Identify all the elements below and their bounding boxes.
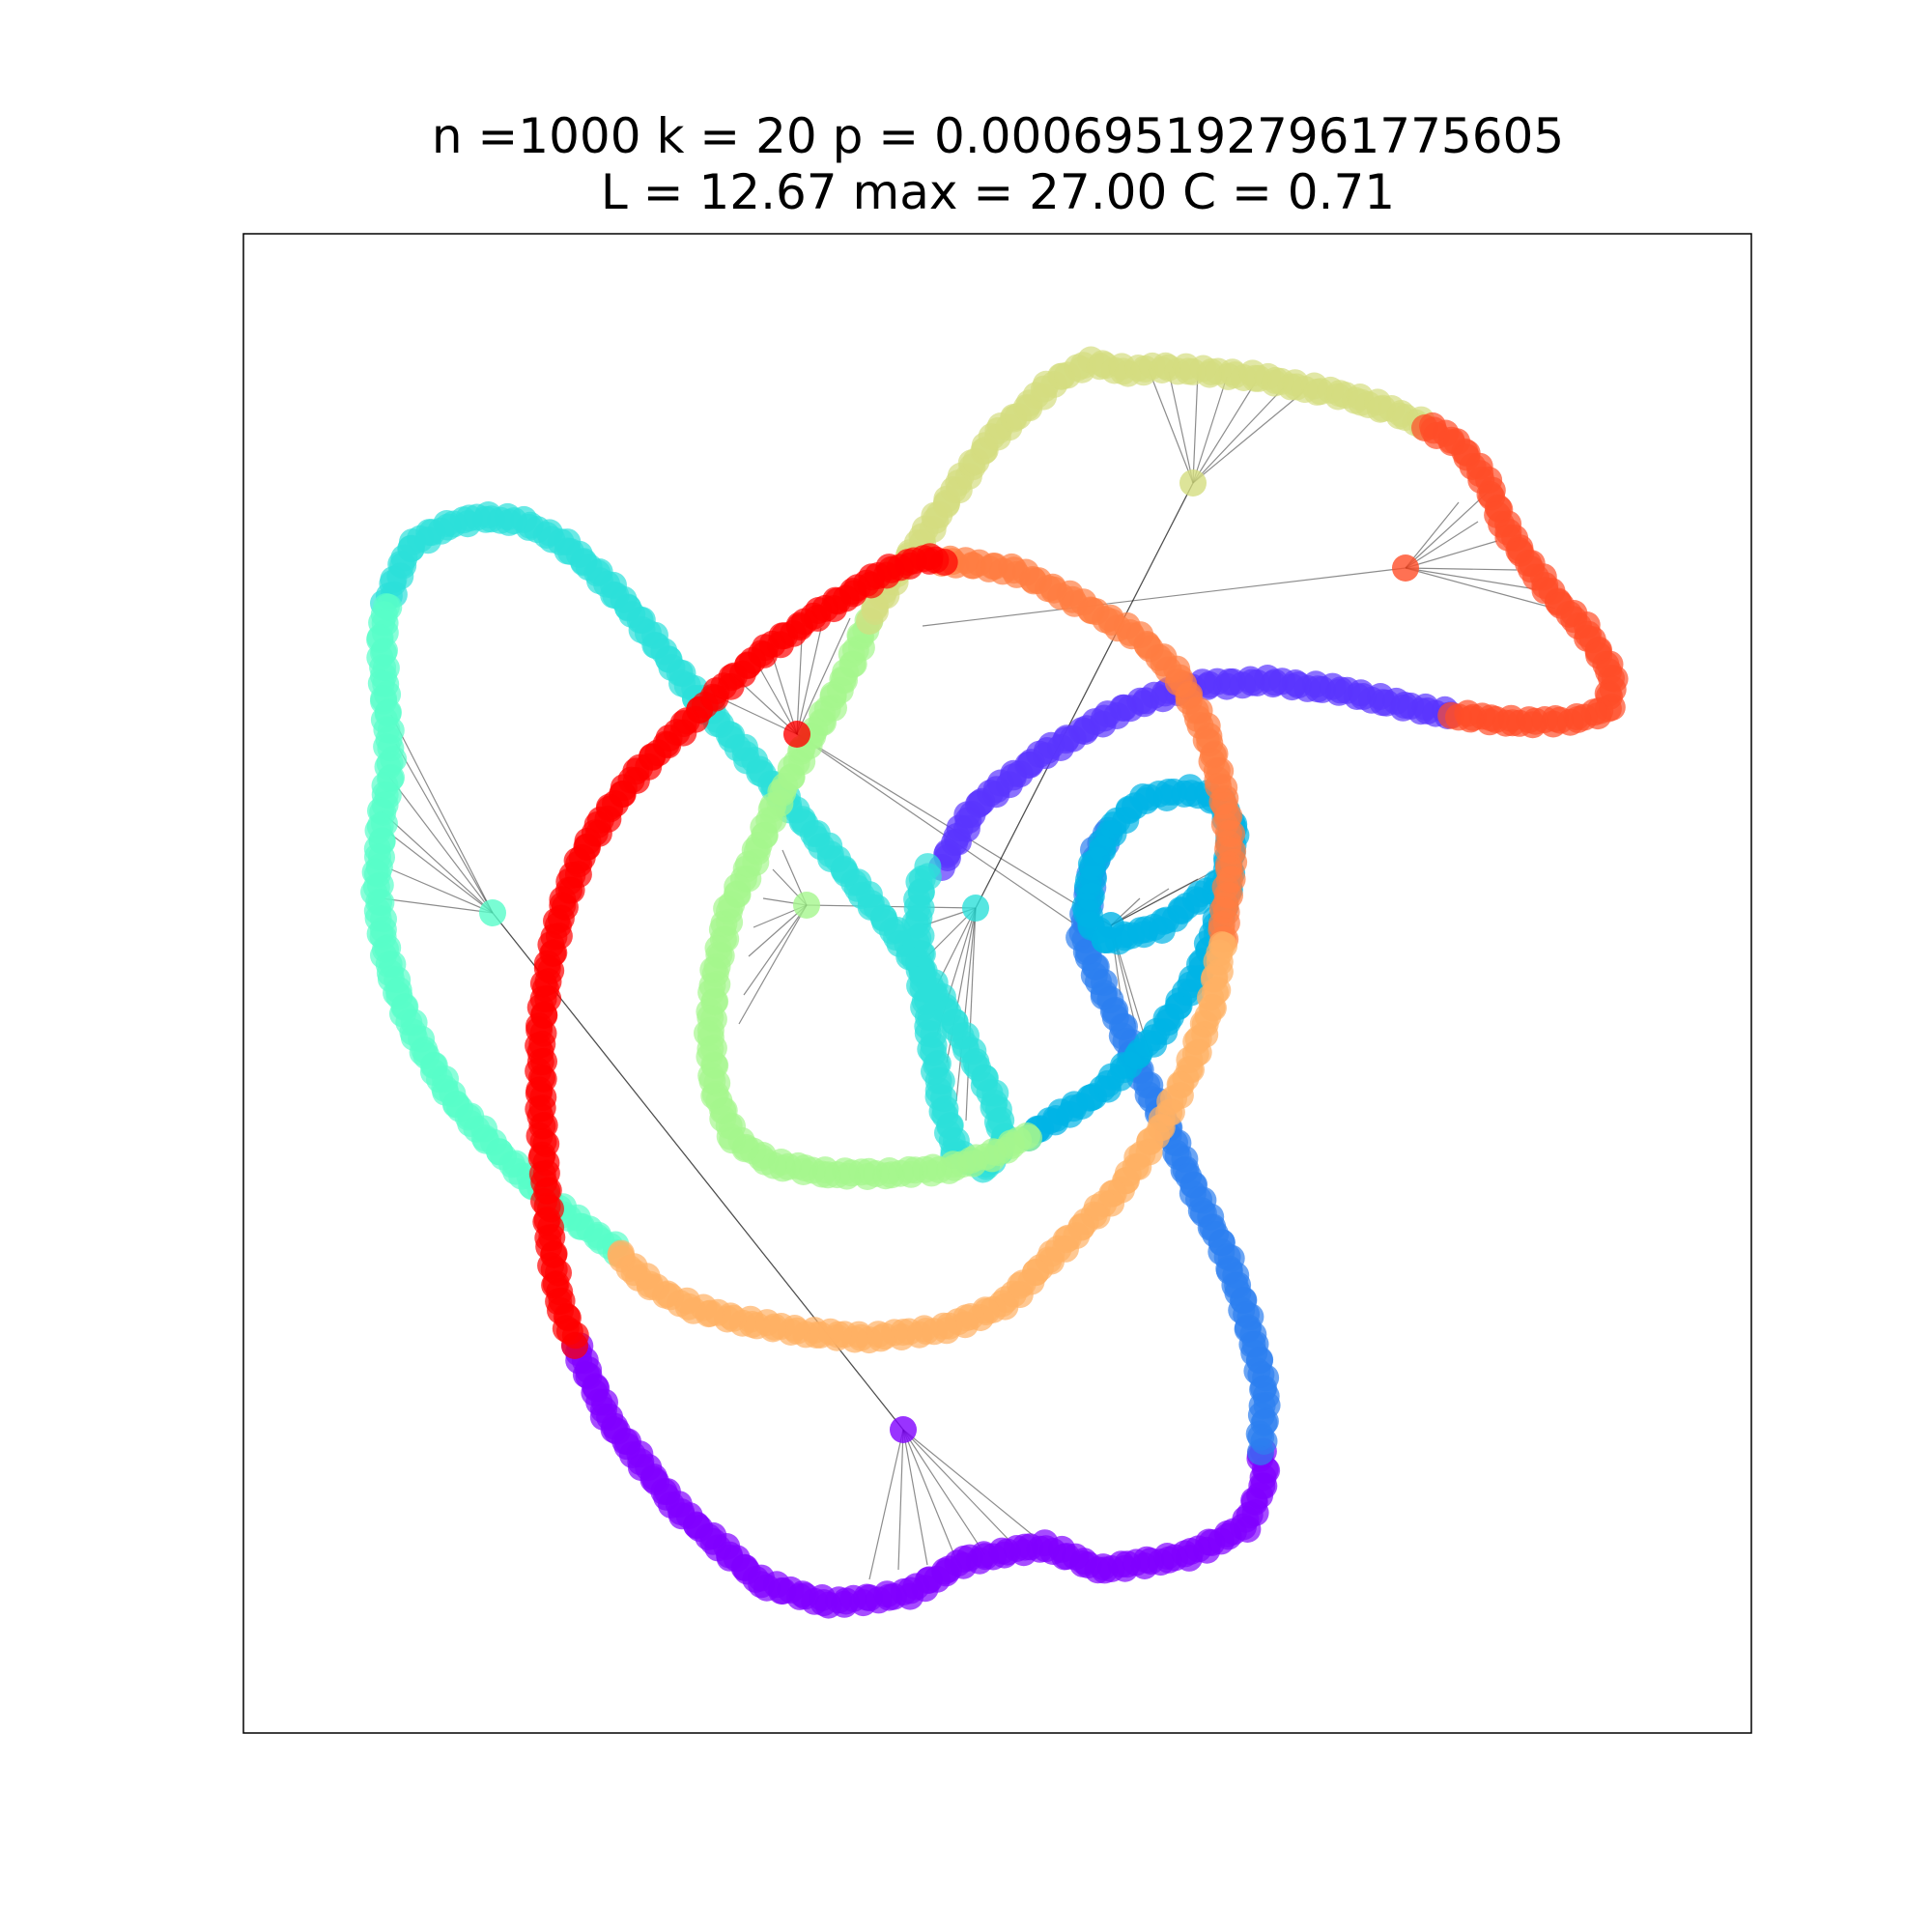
edge bbox=[902, 1429, 1035, 1537]
edge bbox=[868, 1429, 904, 1580]
edge bbox=[1405, 567, 1556, 610]
edge bbox=[796, 637, 803, 735]
edge bbox=[902, 1429, 957, 1561]
edge bbox=[1168, 371, 1194, 484]
edge bbox=[902, 1429, 986, 1556]
figure-title: n =1000 k = 20 p = 0.0006951927961775605… bbox=[0, 108, 1932, 220]
edge bbox=[743, 904, 808, 996]
title-line-params: n =1000 k = 20 p = 0.0006951927961775605 bbox=[431, 108, 1565, 164]
hub-node bbox=[1179, 469, 1207, 497]
hub-node bbox=[479, 899, 506, 926]
title-line-stats: L = 12.67 max = 27.00 C = 0.71 bbox=[600, 164, 1396, 220]
long-edge bbox=[975, 482, 1194, 909]
edge bbox=[381, 810, 494, 914]
edge bbox=[1192, 381, 1257, 484]
edge bbox=[1192, 371, 1199, 484]
edge bbox=[1405, 540, 1498, 569]
edge bbox=[390, 714, 494, 914]
hub-node bbox=[890, 1416, 917, 1443]
edge bbox=[902, 1429, 1015, 1547]
long-edge bbox=[796, 733, 1073, 923]
edge bbox=[738, 904, 808, 1025]
edge bbox=[955, 907, 977, 1102]
edge bbox=[796, 627, 822, 735]
axes-frame bbox=[242, 233, 1752, 1734]
edge bbox=[1192, 376, 1228, 484]
node bbox=[608, 1239, 635, 1267]
hub-node bbox=[783, 721, 810, 748]
hub-node bbox=[1097, 912, 1124, 939]
edge bbox=[1405, 487, 1493, 569]
edge bbox=[1405, 567, 1518, 571]
node bbox=[914, 853, 942, 881]
node bbox=[930, 549, 958, 576]
edge bbox=[1405, 501, 1460, 569]
edge bbox=[385, 772, 494, 914]
node-layer bbox=[360, 346, 1629, 1619]
edge bbox=[385, 830, 494, 914]
edge bbox=[902, 1429, 928, 1566]
long-edge bbox=[922, 567, 1406, 627]
edge bbox=[395, 743, 494, 914]
hub-node bbox=[1392, 554, 1419, 582]
long-edge bbox=[975, 482, 1194, 909]
hub-node bbox=[962, 895, 989, 922]
edge bbox=[897, 1429, 904, 1571]
hub-layer bbox=[479, 469, 1419, 1443]
edge bbox=[381, 897, 494, 914]
edge bbox=[1192, 385, 1286, 484]
edge bbox=[796, 617, 851, 735]
edge bbox=[1110, 878, 1199, 926]
hub-node bbox=[793, 892, 820, 919]
edge bbox=[1149, 371, 1194, 484]
edge bbox=[965, 907, 977, 1122]
node bbox=[1437, 701, 1465, 729]
edge bbox=[390, 868, 494, 914]
edge bbox=[1405, 521, 1479, 569]
edge bbox=[1110, 868, 1218, 926]
edge bbox=[1405, 567, 1537, 590]
edge bbox=[714, 695, 798, 735]
edge bbox=[1192, 390, 1305, 484]
